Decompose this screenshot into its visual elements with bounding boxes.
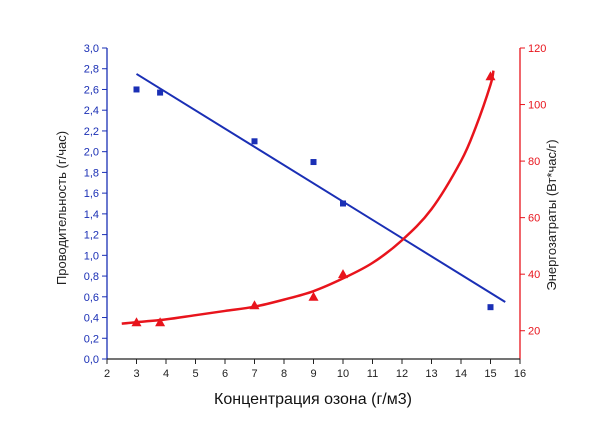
left-y-tick-label: 1,8 [84,167,99,179]
x-axis-ticks: 2 3 4 5 6 7 8 9 10 11 12 13 14 15 16 [104,359,526,380]
series-1-triangle-marker [249,300,260,310]
left-y-tick-label: 0,4 [84,313,99,325]
series-1-triangle-marker [155,317,166,327]
series-0-square-marker [310,159,317,166]
x-tick-label: 5 [192,368,198,380]
series-1-triangle-marker [131,317,142,327]
left-y-tick-label: 2,0 [84,147,99,159]
right-y-tick-label: 120 [528,43,546,55]
x-tick-label: 16 [514,368,526,380]
left-y-axis-title: Проводительность (г/час) [54,131,69,285]
series-1-fit-curve [121,70,495,325]
series-0-square-marker [133,86,140,93]
left-y-tick-label: 1,2 [84,230,99,242]
right-y-tick-label: 20 [528,326,540,338]
series-0-square-marker [157,89,164,96]
right-y-tick-label: 60 [528,213,540,225]
series-0-square-marker [487,304,494,311]
left-y-tick-label: 0,2 [84,333,99,345]
right-y-axis-ticks: 20 40 60 80 100 120 [520,43,546,338]
x-axis-title: Концентрация озона (г/м3) [214,391,412,408]
left-y-tick-label: 3,0 [84,43,99,55]
left-y-tick-label: 2,2 [84,126,99,138]
x-tick-label: 6 [222,368,228,380]
left-y-tick-label: 0,8 [84,271,99,283]
left-y-tick-label: 1,4 [84,209,99,221]
series-markers [131,71,496,327]
x-tick-label: 3 [133,368,139,380]
left-y-tick-label: 0,6 [84,292,99,304]
x-tick-label: 10 [337,368,349,380]
right-y-tick-label: 80 [528,156,540,168]
x-tick-label: 13 [425,368,437,380]
x-tick-label: 15 [484,368,496,380]
left-y-tick-label: 2,6 [84,84,99,96]
left-y-tick-label: 2,8 [84,64,99,76]
series-1-triangle-marker [485,71,496,81]
right-y-tick-label: 40 [528,269,540,281]
left-y-tick-label: 1,6 [84,188,99,200]
series-1-triangle-marker [338,269,348,279]
x-tick-label: 4 [163,368,169,380]
x-tick-label: 14 [455,368,467,380]
x-tick-label: 8 [281,368,287,380]
x-tick-label: 11 [367,368,378,380]
x-tick-label: 9 [310,368,316,380]
right-y-axis-title: Энергозатраты (Вт*час/г) [544,139,559,290]
left-y-axis-ticks: 0,0 0,2 0,4 0,6 0,8 1,0 1,2 1,4 1,6 1,8 2,0 2,2 2,4 2… [84,43,107,366]
left-y-tick-label: 2,4 [84,105,99,117]
left-y-tick-label: 0,0 [84,354,99,366]
series-0-square-marker [340,200,346,207]
left-y-tick-label: 1,0 [84,250,99,262]
series-lines [121,70,506,325]
right-y-tick-label: 100 [528,100,546,112]
series-0-square-marker [251,138,258,145]
series-1-triangle-marker [308,291,319,301]
series-0-fit-line [135,73,506,303]
x-tick-label: 2 [104,368,110,380]
x-tick-label: 12 [396,368,408,380]
x-tick-label: 7 [251,368,257,380]
